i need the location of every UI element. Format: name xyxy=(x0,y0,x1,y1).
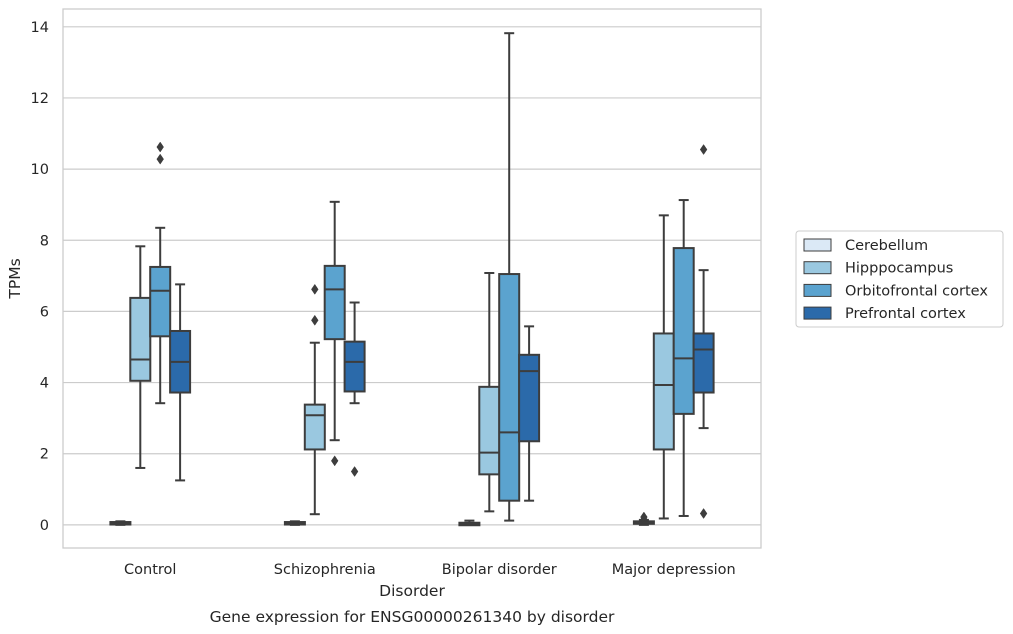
box-group xyxy=(632,511,655,526)
y-tick-label: 14 xyxy=(31,20,49,36)
box xyxy=(652,332,675,451)
box-group xyxy=(518,325,541,502)
x-tick-label: Control xyxy=(124,562,176,578)
x-tick-label: Bipolar disorder xyxy=(442,562,557,578)
legend-label: Orbitofrontal cortex xyxy=(845,283,988,299)
outlier-point xyxy=(156,141,164,153)
outlier-point xyxy=(640,511,648,523)
box-group xyxy=(323,200,346,467)
box-group xyxy=(283,520,306,526)
outlier-point xyxy=(156,153,164,165)
legend-swatch xyxy=(803,261,832,275)
x-axis-label: Disorder xyxy=(379,582,445,600)
box xyxy=(518,353,541,443)
outlier-point xyxy=(699,508,708,519)
outlier-point xyxy=(311,283,319,295)
plot-frame xyxy=(62,8,762,549)
box-group xyxy=(149,141,172,405)
axis-ticks: 0 2 4 6 8 10 12 14 Control Schizophrenia Bipolar d… xyxy=(31,20,736,578)
box-group xyxy=(478,271,501,513)
box xyxy=(129,296,152,382)
y-tick-label: 6 xyxy=(40,304,49,320)
outlier-point xyxy=(699,144,708,155)
outlier-point xyxy=(350,466,359,477)
box-group xyxy=(303,283,326,516)
box-group xyxy=(672,199,695,517)
y-tick-label: 0 xyxy=(40,518,49,534)
legend-swatch xyxy=(803,306,832,320)
legend-label: Prefrontal cortex xyxy=(845,306,966,322)
y-tick-label: 2 xyxy=(40,447,49,463)
y-tick-label: 10 xyxy=(31,162,49,178)
outlier-point xyxy=(311,314,319,326)
y-axis-label: TPMs xyxy=(6,258,24,299)
legend-label: Hipppocampus xyxy=(845,261,953,277)
box xyxy=(149,265,172,338)
legend-frame xyxy=(795,230,1004,328)
chart-caption: Gene expression for ENSG00000261340 by d… xyxy=(210,608,615,626)
box-group xyxy=(169,283,192,482)
box xyxy=(478,385,501,476)
y-tick-label: 8 xyxy=(40,233,49,249)
outlier-point xyxy=(330,455,339,467)
y-tick-label: 4 xyxy=(40,376,49,392)
box-group xyxy=(109,520,132,526)
legend-label: Cerebellum xyxy=(845,238,928,254)
legend-swatch xyxy=(803,283,832,297)
legend: Cerebellum Hipppocampus Orbitofrontal cort… xyxy=(795,230,1004,328)
box xyxy=(343,340,366,393)
x-tick-label: Schizophrenia xyxy=(274,562,376,578)
box-group xyxy=(343,301,366,477)
box-group xyxy=(458,519,481,527)
box xyxy=(323,264,346,341)
box xyxy=(692,332,715,394)
box xyxy=(303,403,326,451)
box-series xyxy=(109,32,715,527)
box-group xyxy=(129,245,152,469)
box xyxy=(498,273,521,502)
legend-swatch xyxy=(803,238,832,252)
box-group xyxy=(652,214,675,520)
box xyxy=(672,247,695,415)
x-tick-label: Major depression xyxy=(612,562,736,578)
box-group xyxy=(498,32,521,522)
y-tick-label: 12 xyxy=(31,91,49,107)
box-group xyxy=(692,144,715,519)
